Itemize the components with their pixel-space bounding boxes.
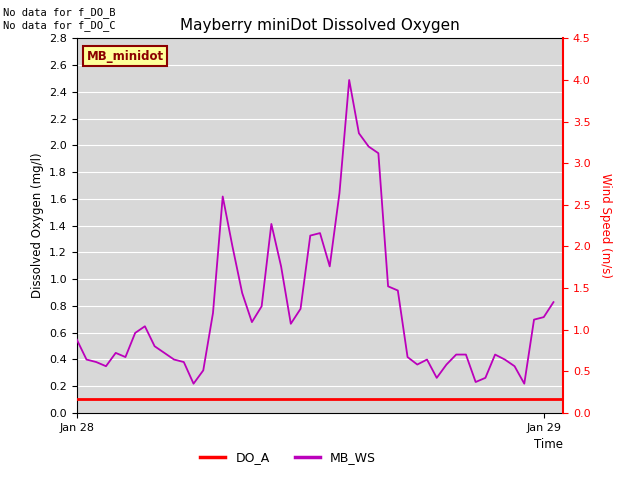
Legend: DO_A, MB_WS: DO_A, MB_WS [195,446,381,469]
X-axis label: Time: Time [534,438,563,451]
Text: MB_minidot: MB_minidot [86,49,164,62]
Y-axis label: Dissolved Oxygen (mg/l): Dissolved Oxygen (mg/l) [31,153,44,299]
Y-axis label: Wind Speed (m/s): Wind Speed (m/s) [598,173,611,278]
Text: No data for f_DO_B
No data for f_DO_C: No data for f_DO_B No data for f_DO_C [3,7,116,31]
Title: Mayberry miniDot Dissolved Oxygen: Mayberry miniDot Dissolved Oxygen [180,18,460,33]
